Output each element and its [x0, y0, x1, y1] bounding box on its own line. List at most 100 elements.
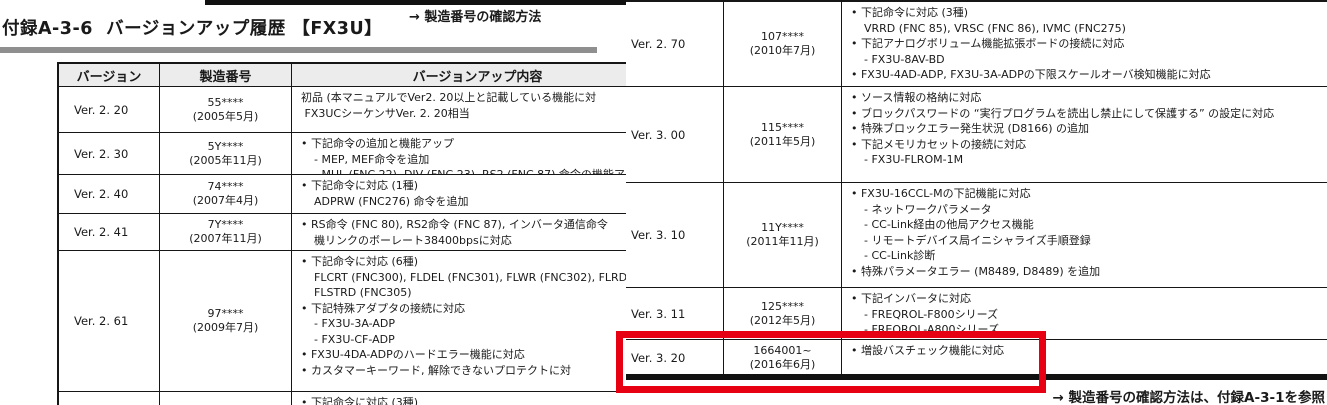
version-label: Ver. 2. 61	[74, 314, 129, 328]
title-underline	[0, 47, 597, 53]
content-line: • 特殊パラメータエラー (M8489, D8489) を追加	[851, 264, 1101, 278]
left-page: → 製造番号の確認方法 付録A-3-6 バージョンアップ履歴 【FX3U】 バー…	[0, 0, 626, 405]
serial-cell: 107**** (2010年7月)	[724, 2, 842, 86]
footer-reference-link[interactable]: → 製造番号の確認方法は、付録A-3-1を参照	[1052, 390, 1325, 405]
version-label: Ver. 3. 11	[631, 306, 686, 321]
content-line: • ソース情報の格納に対応	[851, 91, 982, 104]
content-line: VRRD (FNC 85), VRSC (FNC 86), IVMC (FNC2…	[864, 21, 1126, 35]
version-cell: Ver. 2. 70	[626, 2, 724, 86]
upgrade-content-cell: • FX3U-16CCL-Mの下記機能に対応 - ネットワークパラメータ - CC-…	[842, 183, 1327, 287]
serial-date: (2005年5月)	[192, 109, 259, 123]
highlight-box	[616, 331, 1046, 393]
serial-cell: 125**** (2012年5月)	[724, 288, 842, 339]
serial-cell: 115**** (2011年5月)	[724, 87, 842, 182]
content-line: 機リンクのボーレート38400bpsに対応	[314, 233, 512, 247]
upgrade-content-cell: • 下記命令の追加と機能アップ - MEP, MEF命令を追加- MUL (FNC…	[292, 133, 626, 174]
serial-number: 11Y****	[761, 221, 804, 234]
serial-cell	[160, 392, 292, 405]
content-line: - FX3U-8AV-BD	[864, 52, 945, 66]
serial-date: (2007年4月)	[192, 194, 259, 207]
serial-number: 1664001~	[753, 343, 812, 357]
content-line: • 特殊ブロックエラー発生状況 (D8166) の追加	[851, 122, 1090, 135]
serial-cell: 74**** (2007年4月)	[160, 175, 292, 213]
version-cell: Ver. 2. 20	[59, 87, 160, 132]
version-label: Ver. 2. 30	[74, 146, 129, 161]
content-line: • 下記インバータに対応	[851, 292, 971, 305]
version-cell	[59, 392, 160, 405]
content-line: • 増設バスチェック機能に対応	[851, 344, 1004, 357]
content-line: - FREQROL-F800シリーズ	[864, 307, 999, 321]
serial-number: 125****	[761, 299, 804, 313]
content-line: • カスタマーキーワード, 解除できないプロテクトに対	[301, 363, 571, 377]
version-cell: Ver. 3. 10	[626, 183, 724, 287]
content-line: ADPRW (FNC276) 命令を追加	[314, 194, 469, 208]
content-line: FX3UCシーケンサVer. 2. 20相当	[301, 106, 470, 120]
serial-number: 5Y****	[207, 139, 244, 153]
content-line: • 下記特殊アダプタの接続に対応	[301, 301, 465, 315]
serial-date: (2010年7月)	[749, 44, 816, 57]
version-label: Ver. 3. 20	[631, 350, 686, 365]
upgrade-content-cell: • 下記命令に対応 (3種) VRRD (FNC 85), VRSC (FNC 8…	[842, 2, 1327, 86]
serial-cell: 7Y**** (2007年11月)	[160, 214, 292, 250]
content-line: FLSTRD (FNC305)	[314, 286, 412, 299]
serial-cell: 97**** (2009年7月)	[160, 251, 292, 391]
serial-number: 55****	[207, 95, 244, 109]
version-cell: Ver. 3. 11	[626, 288, 724, 339]
content-line: • 下記命令に対応 (3種)	[301, 396, 419, 405]
top-reference-link[interactable]: → 製造番号の確認方法	[409, 10, 542, 25]
serial-number: 74****	[207, 180, 244, 193]
serial-cell: 11Y**** (2011年11月)	[724, 183, 842, 287]
upgrade-content-cell: • RS命令 (FNC 80), RS2命令 (FNC 87), インバータ通信…	[292, 214, 626, 250]
serial-date: (2011年5月)	[749, 134, 816, 148]
content-line: • FX3U-16CCL-Mの下記機能に対応	[851, 187, 1031, 200]
content-line: - MUL (FNC 22), DIV (FNC 23), RS2 (FNC 8…	[314, 167, 626, 174]
section-title: 付録A-3-6 バージョンアップ履歴 【FX3U】	[2, 19, 383, 39]
version-label: Ver. 3. 00	[631, 127, 686, 142]
upgrade-content-cell: • 下記命令に対応 (3種)	[292, 392, 626, 405]
content-line: FLCRT (FNC300), FLDEL (FNC301), FLWR (FN…	[314, 270, 626, 284]
table-row: Ver. 2. 61 97**** (2009年7月) • 下記命令に対応 (6種) F…	[59, 251, 626, 392]
content-line: - MEP, MEF命令を追加	[314, 152, 430, 166]
serial-cell: 1664001~ (2016年6月)	[724, 340, 842, 375]
table-row: Ver. 2. 20 55**** (2005年5月) 初品 (本マニュアルでVer2…	[59, 87, 626, 133]
upgrade-content-cell: 初品 (本マニュアルでVer2. 20以上と記載している機能に対 FX3UCシー…	[292, 87, 626, 132]
content-line: • 下記命令に対応 (3種)	[851, 6, 969, 19]
content-line: • FX3U-4DA-ADPのハードエラー機能に対応	[301, 348, 525, 361]
upgrade-content-cell: • 下記命令に対応 (1種) ADPRW (FNC276) 命令を追加	[292, 175, 626, 213]
serial-cell: 55**** (2005年5月)	[160, 87, 292, 132]
content-line: • 下記メモリカセットの接続に対応	[851, 137, 1026, 151]
version-cell: Ver. 2. 61	[59, 251, 160, 391]
version-cell: Ver. 3. 00	[626, 87, 724, 182]
content-line: - リモートデバイス局イニシャライズ手順登録	[864, 233, 1091, 247]
table-row: Ver. 3. 10 11Y**** (2011年11月) • FX3U-16CCL-…	[626, 183, 1327, 288]
table-row: Ver. 2. 70 107**** (2010年7月) • 下記命令に対応 (3種)…	[626, 2, 1327, 87]
content-line: • 下記命令の追加と機能アップ	[301, 137, 454, 150]
serial-date: (2012年5月)	[749, 313, 816, 327]
content-line: - CC-Link経由の他局アクセス機能	[864, 218, 1034, 231]
version-cell: Ver. 2. 41	[59, 214, 160, 250]
content-line: • RS命令 (FNC 80), RS2命令 (FNC 87), インバータ通信…	[301, 218, 608, 231]
version-label: Ver. 2. 20	[74, 102, 129, 117]
content-line: 初品 (本マニュアルでVer2. 20以上と記載している機能に対	[301, 91, 597, 104]
version-history-table-right: Ver. 2. 70 107**** (2010年7月) • 下記命令に対応 (3種)…	[626, 0, 1327, 376]
right-page: Ver. 2. 70 107**** (2010年7月) • 下記命令に対応 (3種)…	[626, 0, 1327, 405]
content-line: • 下記命令に対応 (6種)	[301, 255, 419, 268]
serial-date: (2007年11月)	[189, 232, 262, 245]
serial-cell: 5Y**** (2005年11月)	[160, 133, 292, 174]
serial-number: 115****	[761, 120, 804, 134]
content-line: - CC-Link診断	[864, 249, 936, 262]
serial-date: (2005年11月)	[189, 153, 262, 167]
content-line: - ネットワークパラメータ	[864, 202, 992, 216]
upgrade-content-cell: • 増設バスチェック機能に対応	[842, 340, 1327, 375]
column-header: 製造番号	[160, 64, 292, 86]
version-label: Ver. 2. 70	[631, 37, 686, 51]
content-line: - FX3U-3A-ADP	[314, 317, 395, 330]
content-line: - FX3U-CF-ADP	[314, 332, 395, 346]
table-row: Ver. 2. 30 5Y**** (2005年11月) • 下記命令の追加と機能アッ…	[59, 133, 626, 175]
version-cell: Ver. 3. 20	[626, 340, 724, 375]
version-label: Ver. 2. 40	[74, 187, 129, 201]
version-label: Ver. 2. 41	[74, 225, 129, 239]
version-cell: Ver. 2. 30	[59, 133, 160, 174]
table-row: Ver. 2. 41 7Y**** (2007年11月) • RS命令 (FNC 80…	[59, 214, 626, 251]
